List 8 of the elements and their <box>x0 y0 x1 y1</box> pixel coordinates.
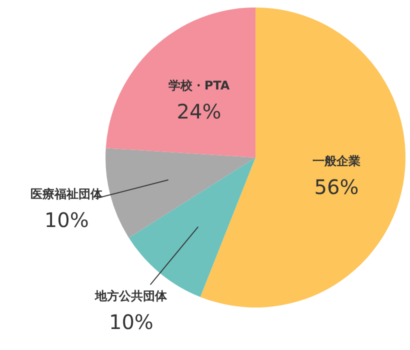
slice-label: 学校・PTA <box>168 78 230 92</box>
data-label: 24% <box>176 99 222 124</box>
data-label: 10% <box>44 208 89 232</box>
data-label: 56% <box>314 174 359 199</box>
slice-label: 医療福祉団体 <box>30 186 104 201</box>
slice-label: 一般企業 <box>312 154 361 168</box>
slice-label: 地方公共団体 <box>94 288 168 303</box>
data-label: 10% <box>108 310 154 334</box>
